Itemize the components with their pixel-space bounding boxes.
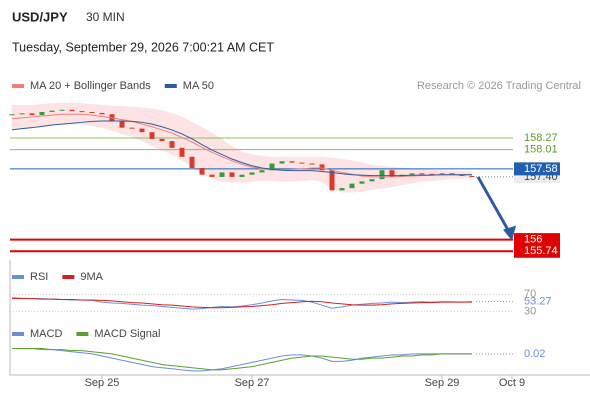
candle <box>429 173 435 175</box>
bollinger-band <box>61 102 73 125</box>
candle <box>49 110 55 113</box>
candle <box>359 181 365 184</box>
candle <box>219 172 225 177</box>
candle <box>129 127 135 129</box>
candle <box>369 179 375 182</box>
x-tick-label: Sep 25 <box>85 377 120 389</box>
bollinger-band <box>71 102 83 125</box>
candle <box>379 170 385 180</box>
legend-label: MACD <box>30 328 62 340</box>
candle <box>449 173 455 175</box>
candle <box>259 170 265 173</box>
candle <box>149 132 155 139</box>
legend-swatch <box>76 332 89 336</box>
series-line <box>12 348 472 372</box>
legend-swatch <box>62 275 75 279</box>
legend-label: MA 20 + Bollinger Bands <box>30 80 151 92</box>
legend-label: RSI <box>30 271 48 283</box>
series-line <box>11 113 472 178</box>
current-value-label: 0.02 <box>524 348 545 360</box>
legend-swatch <box>12 332 24 336</box>
candle <box>299 162 305 164</box>
candle <box>309 163 315 165</box>
candle <box>159 138 165 142</box>
level-box <box>514 162 560 176</box>
series-line <box>12 348 472 371</box>
candle <box>389 170 395 177</box>
candle <box>239 174 245 177</box>
candle <box>209 174 215 177</box>
x-tick-label: Oct 9 <box>499 377 525 389</box>
x-tick-label: Sep 27 <box>235 377 270 389</box>
copyright: Research © 2026 Trading Central <box>417 80 581 92</box>
candle <box>349 183 355 189</box>
candle <box>469 176 475 178</box>
candle <box>409 173 415 175</box>
candle <box>19 113 25 115</box>
candle <box>9 114 15 116</box>
legend-swatch <box>164 84 177 88</box>
candle <box>29 113 35 116</box>
legend-swatch <box>12 84 24 88</box>
candle <box>419 173 425 175</box>
legend-swatch <box>12 275 24 279</box>
level-label: 156 <box>524 234 542 246</box>
candle <box>39 112 45 116</box>
y-tick-label: 70 <box>524 288 536 300</box>
level-label: 155.74 <box>524 245 558 257</box>
level-label: 157.58 <box>524 163 558 175</box>
candle <box>329 170 335 191</box>
candle <box>289 161 295 163</box>
series-line <box>12 298 472 309</box>
candle <box>459 174 465 177</box>
candle <box>169 141 175 148</box>
candle <box>269 163 275 171</box>
legend-label: 9MA <box>80 271 103 283</box>
y-tick-label: 30 <box>524 306 536 318</box>
forecast-arrow <box>476 176 511 233</box>
forecast-arrowhead <box>503 225 516 241</box>
candle <box>69 109 75 112</box>
series-line <box>11 120 472 177</box>
candle <box>199 167 205 175</box>
level-box <box>514 233 560 247</box>
candle <box>99 112 105 115</box>
legend-label: MA 50 <box>183 80 214 92</box>
candle <box>229 172 235 177</box>
interval: 30 MIN <box>86 10 125 24</box>
level-box <box>514 244 560 258</box>
level-label: 158.27 <box>524 132 558 144</box>
level-label: 158.01 <box>524 144 558 156</box>
legend-label: MACD Signal <box>94 328 160 340</box>
candle <box>119 120 125 128</box>
candle <box>439 173 445 175</box>
candle <box>189 156 195 168</box>
timestamp: Tuesday, September 29, 2026 7:00:21 AM C… <box>12 40 274 54</box>
candle <box>249 172 255 175</box>
current-value-label: 53.27 <box>524 295 552 307</box>
candle <box>59 109 65 111</box>
candle <box>139 128 145 133</box>
symbol: USD/JPY <box>12 9 68 24</box>
candle <box>89 112 95 114</box>
candle <box>279 161 285 164</box>
candle <box>79 111 85 113</box>
candle <box>179 147 185 157</box>
candle <box>319 164 325 171</box>
candle <box>339 188 345 191</box>
x-tick-label: Sep 29 <box>425 377 460 389</box>
